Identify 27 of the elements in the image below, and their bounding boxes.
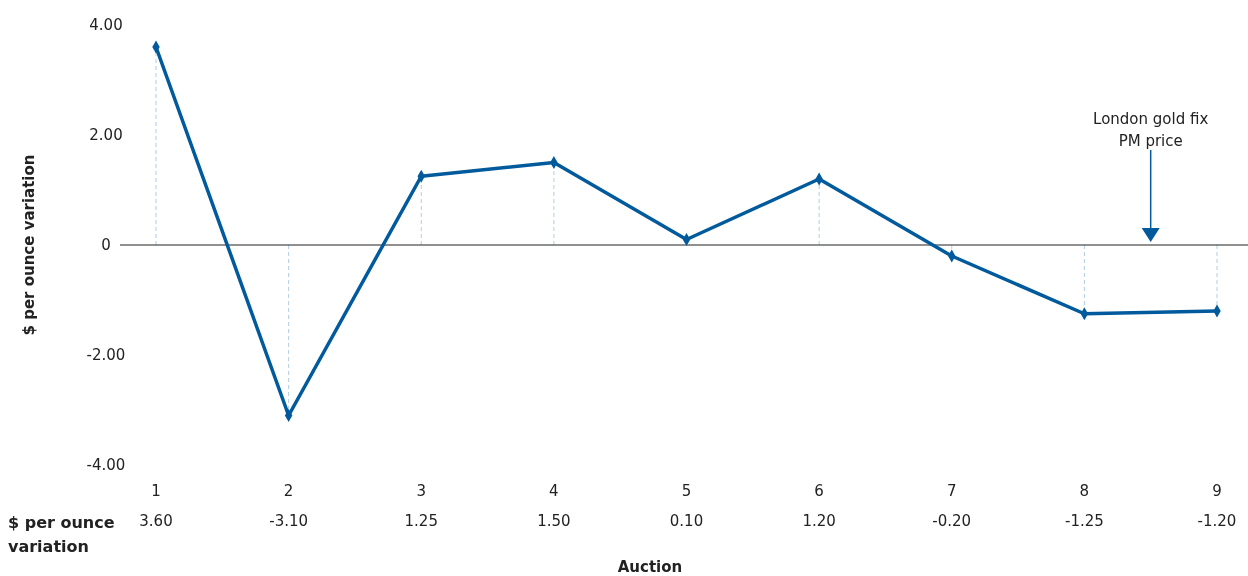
data-label: 1.50	[537, 512, 571, 530]
y-tick-label: -2.00	[86, 346, 126, 365]
data-label: 0.10	[669, 512, 704, 530]
x-tick-label: 5	[681, 482, 692, 500]
data-label: 3.60	[139, 512, 173, 530]
data-label: -0.20	[932, 512, 972, 530]
y-tick-label: 2.00	[89, 126, 123, 145]
data-label: 1.25	[404, 512, 438, 530]
y-tick-label: 4.00	[89, 16, 123, 35]
x-tick-label: 6	[814, 482, 824, 500]
y-tick-label: 0	[101, 236, 111, 255]
text: $ per ounce variation	[8, 513, 115, 556]
x-tick-label: 8	[1079, 482, 1090, 500]
annotation: London gold fix PM price	[1093, 110, 1209, 150]
y-tick-label: -4.00	[86, 456, 126, 475]
x-tick-label: 9	[1212, 482, 1222, 500]
y-axis-title: $ per ounce variation	[20, 154, 38, 336]
x-tick-label: 3	[416, 482, 427, 500]
x-tick-label: 1	[151, 482, 161, 500]
x-tick-label: 7	[946, 482, 957, 500]
x-tick-label: 2	[283, 482, 294, 500]
data-label: 1.20	[802, 512, 836, 530]
data-label: -3.10	[269, 512, 309, 530]
data-label: -1.20	[1197, 512, 1237, 530]
x-tick-label: 4	[549, 482, 559, 500]
x-axis-title: Auction	[617, 558, 683, 576]
data-label: -1.25	[1064, 512, 1104, 530]
